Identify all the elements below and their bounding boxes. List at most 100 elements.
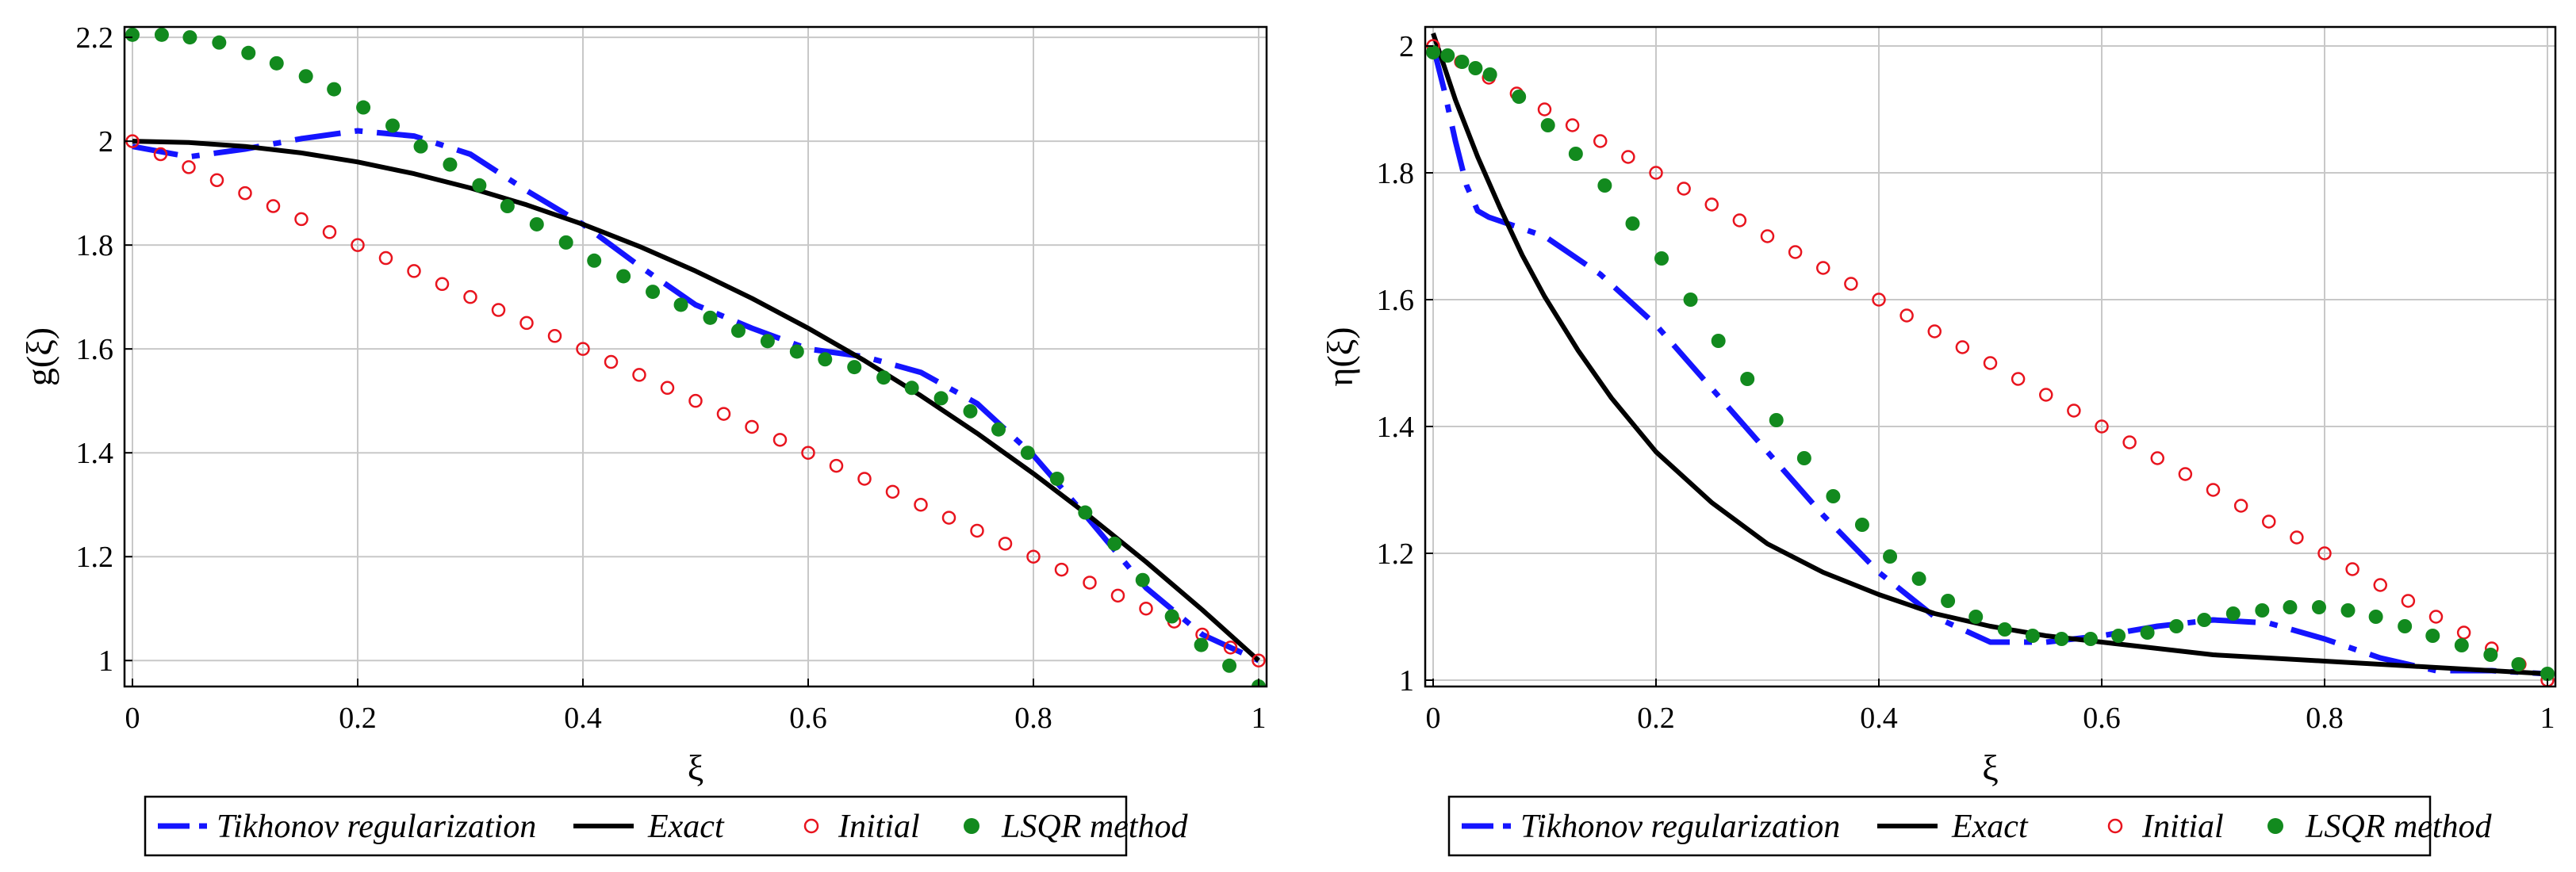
data-point: [1760, 229, 1775, 243]
data-point: [2011, 372, 2026, 386]
data-point: [2111, 629, 2126, 643]
data-point: [1512, 90, 1527, 104]
legend-entry-tikhonov-regularization: Tikhonov regularization: [158, 809, 536, 845]
x-tick-label: 0.2: [339, 702, 377, 735]
data-point: [1816, 261, 1830, 275]
legend: Tikhonov regularization Exact Initial LSQR …: [144, 795, 1188, 857]
data-point: [1883, 549, 1898, 564]
data-point: [1872, 293, 1886, 307]
data-point: [491, 303, 506, 317]
legend-label: Exact: [1951, 809, 2029, 845]
series-lsqr-method: [125, 27, 1266, 687]
x-tick-label: 0.8: [2306, 702, 2344, 735]
data-point: [413, 139, 428, 154]
data-point: [1769, 413, 1784, 427]
plot-area: [1426, 33, 2555, 687]
data-point: [1252, 653, 1266, 667]
data-point: [2095, 419, 2109, 434]
data-point: [716, 407, 731, 421]
series-exact: [1431, 33, 2548, 676]
y-tick-label: 1.4: [1377, 411, 1415, 444]
data-point: [2255, 603, 2270, 618]
y-axis-label: g(ξ): [19, 327, 59, 386]
y-axis: 1 1.2 1.4 1.6 1.8 2 2.2: [76, 21, 132, 678]
data-point: [789, 344, 804, 359]
legend-swatch: [2267, 818, 2283, 834]
data-point: [1568, 147, 1583, 161]
legend-box: [1447, 795, 2432, 857]
data-point: [1968, 610, 1984, 624]
data-point: [1788, 245, 1803, 259]
x-tick-label: 0.8: [1014, 702, 1052, 735]
series-initial: [1426, 39, 2555, 687]
data-point: [2511, 657, 2526, 671]
data-point: [1941, 594, 1956, 608]
data-point: [1983, 356, 1998, 370]
data-point: [241, 45, 256, 60]
data-point: [1565, 118, 1580, 132]
data-point: [1107, 536, 1122, 551]
series-line: [1430, 45, 2548, 677]
legend-entry-lsqr-method: LSQR method: [2267, 809, 2492, 845]
data-point: [991, 422, 1006, 437]
data-point: [772, 433, 788, 447]
data-point: [1540, 118, 1555, 132]
data-point: [1854, 518, 1869, 532]
data-point: [2398, 619, 2413, 633]
legend-entry-lsqr-method: LSQR method: [964, 809, 1188, 845]
data-point: [2454, 638, 2469, 652]
data-point: [2345, 562, 2359, 576]
data-point: [2025, 629, 2040, 643]
data-point: [500, 199, 515, 214]
data-point: [298, 69, 313, 84]
legend-label: Tikhonov regularization: [1520, 809, 1840, 845]
data-point: [1482, 67, 1497, 82]
data-point: [2425, 629, 2440, 643]
y-axis: 1 1.2 1.4 1.6 1.8 2: [1377, 30, 1433, 698]
plot-area: [125, 27, 1266, 687]
y-tick-label: 1.6: [76, 333, 114, 366]
data-point: [2150, 451, 2164, 465]
data-point: [970, 523, 984, 538]
data-point: [2178, 467, 2193, 481]
data-point: [209, 173, 224, 188]
x-tick-label: 0.4: [1860, 702, 1898, 735]
data-point: [1677, 182, 1691, 196]
x-tick-label: 0.6: [2083, 702, 2121, 735]
data-point: [1732, 213, 1747, 228]
chart-eta-xi: 0 0.2 0.4 0.6 0.8 1 ξ 1 1.2 1.4 1.6 1.8 2 η(ξ) Tikhono…: [1320, 25, 2557, 857]
y-tick-label: 1.6: [1377, 284, 1415, 317]
data-point: [914, 497, 928, 512]
data-point: [1194, 637, 1209, 652]
series-initial: [125, 134, 1266, 667]
data-point: [730, 323, 746, 338]
data-point: [2083, 632, 2098, 646]
x-tick-label: 0.2: [1637, 702, 1675, 735]
legend-label: Tikhonov regularization: [217, 809, 536, 845]
data-point: [2122, 435, 2137, 449]
y-tick-label: 1: [1399, 664, 1414, 698]
data-point: [703, 310, 718, 325]
data-point: [2401, 594, 2416, 608]
legend-entry-tikhonov-regularization: Tikhonov regularization: [1462, 809, 1840, 845]
data-point: [963, 403, 978, 419]
data-point: [1621, 150, 1635, 164]
y-tick-label: 2: [98, 125, 113, 159]
data-point: [876, 370, 891, 385]
legend-entry-exact: Exact: [573, 809, 725, 845]
legend-label: LSQR method: [2305, 809, 2492, 845]
x-tick-label: 0: [125, 702, 140, 735]
x-tick-label: 1: [1252, 702, 1267, 735]
x-tick-label: 0.4: [564, 702, 602, 735]
data-point: [356, 100, 371, 115]
data-point: [1222, 658, 1237, 673]
data-point: [1740, 372, 1755, 386]
data-point: [1083, 576, 1097, 590]
data-point: [378, 251, 393, 266]
data-point: [673, 297, 688, 312]
data-point: [2262, 514, 2276, 529]
data-point: [829, 458, 844, 473]
data-point: [153, 147, 168, 162]
data-point: [1164, 609, 1179, 624]
series-tikhonov-regularization: [132, 128, 1260, 664]
